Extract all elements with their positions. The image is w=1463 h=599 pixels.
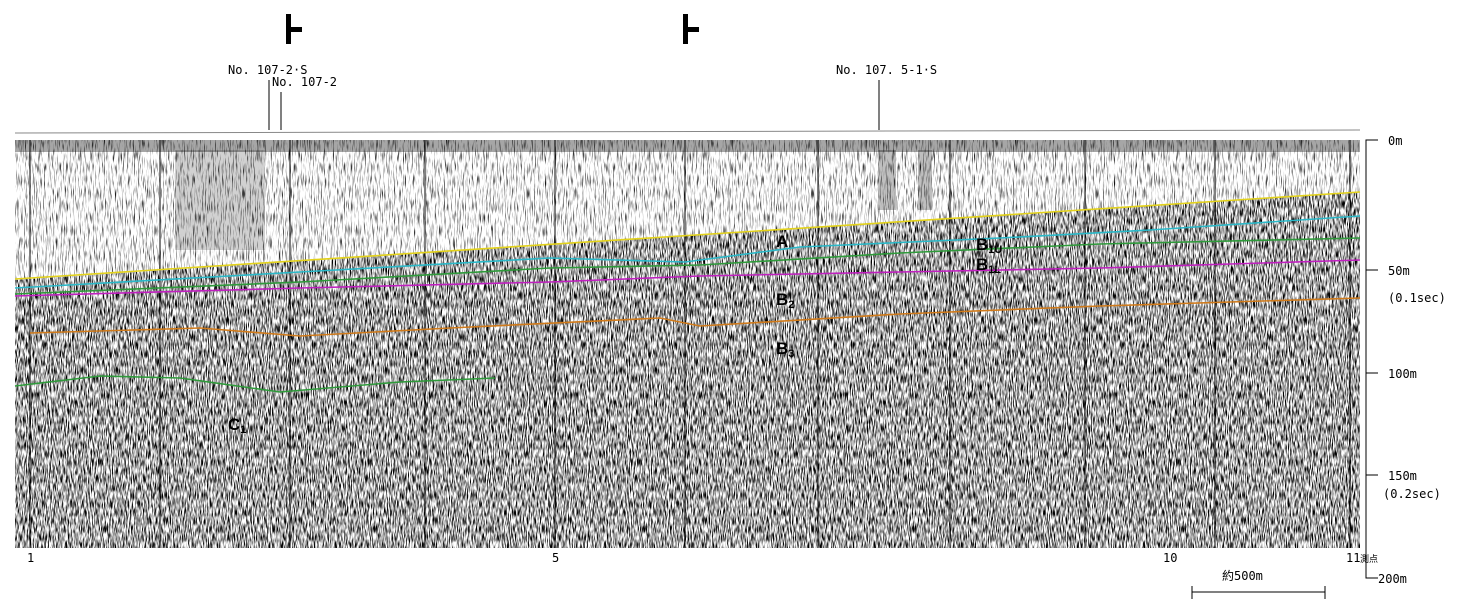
survey-point: 11 <box>1346 551 1360 565</box>
layer-name: C <box>228 415 240 434</box>
depth-label: (0.1sec) <box>1388 291 1446 305</box>
layer-label: C1 <box>228 415 246 436</box>
layer-name: B <box>776 339 788 358</box>
layer-sub: 3 <box>788 348 794 360</box>
layer-label: B2 <box>776 290 794 311</box>
station-label: No. 107-2 <box>272 75 337 89</box>
layer-label: B3 <box>776 339 794 360</box>
layer-label: B1U <box>976 235 1002 256</box>
scale-label: 約500m <box>1222 568 1263 583</box>
layer-name: B <box>976 255 988 274</box>
scale-bar <box>1191 586 1326 599</box>
layer-label: A <box>776 232 788 251</box>
layer-sub: 1 <box>240 424 246 436</box>
depth-label: 0m <box>1388 134 1402 148</box>
layer-name: A <box>776 232 788 251</box>
layer-sub: 1U <box>988 244 1002 256</box>
survey-unit: 測点 <box>1360 553 1378 565</box>
survey-point: 1 <box>27 551 34 565</box>
depth-label: 200m <box>1378 572 1407 586</box>
survey-point: 10 <box>1163 551 1177 565</box>
layer-name: B <box>976 235 988 254</box>
station-label: No. 107. 5-1·S <box>836 63 937 77</box>
profile-image <box>14 129 1361 548</box>
depth-label: 50m <box>1388 264 1410 278</box>
station-pointer <box>268 80 880 130</box>
station-label: No. 107-2·S <box>228 63 307 77</box>
depth-label: (0.2sec) <box>1383 487 1441 501</box>
section-marker <box>286 14 699 44</box>
depth-axis <box>1365 139 1378 579</box>
depth-label: 100m <box>1388 367 1417 381</box>
layer-label: B1L <box>976 255 1001 276</box>
layer-sub: 2 <box>788 299 794 311</box>
layer-name: B <box>776 290 788 309</box>
survey-point: 5 <box>552 551 559 565</box>
depth-label: 150m <box>1388 469 1417 483</box>
layer-sub: 1L <box>988 264 1001 276</box>
